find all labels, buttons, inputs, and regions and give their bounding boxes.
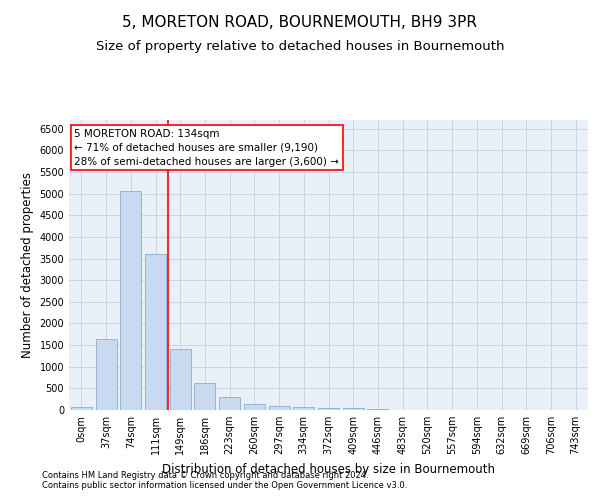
Bar xyxy=(318,408,339,410)
Bar xyxy=(293,407,314,410)
Bar xyxy=(95,338,116,410)
Bar xyxy=(343,408,364,410)
Bar xyxy=(145,254,166,410)
Bar xyxy=(170,350,191,410)
Bar xyxy=(194,383,215,410)
Text: Contains HM Land Registry data © Crown copyright and database right 2024.: Contains HM Land Registry data © Crown c… xyxy=(42,470,368,480)
Text: Contains public sector information licensed under the Open Government Licence v3: Contains public sector information licen… xyxy=(42,480,407,490)
Bar xyxy=(244,404,265,410)
Bar xyxy=(219,398,240,410)
Text: 5 MORETON ROAD: 134sqm
← 71% of detached houses are smaller (9,190)
28% of semi-: 5 MORETON ROAD: 134sqm ← 71% of detached… xyxy=(74,128,339,166)
Y-axis label: Number of detached properties: Number of detached properties xyxy=(21,172,34,358)
X-axis label: Distribution of detached houses by size in Bournemouth: Distribution of detached houses by size … xyxy=(162,462,495,475)
Text: 5, MORETON ROAD, BOURNEMOUTH, BH9 3PR: 5, MORETON ROAD, BOURNEMOUTH, BH9 3PR xyxy=(122,15,478,30)
Text: Size of property relative to detached houses in Bournemouth: Size of property relative to detached ho… xyxy=(96,40,504,53)
Bar xyxy=(71,407,92,410)
Bar xyxy=(367,409,388,410)
Bar xyxy=(269,406,290,410)
Bar xyxy=(120,191,141,410)
